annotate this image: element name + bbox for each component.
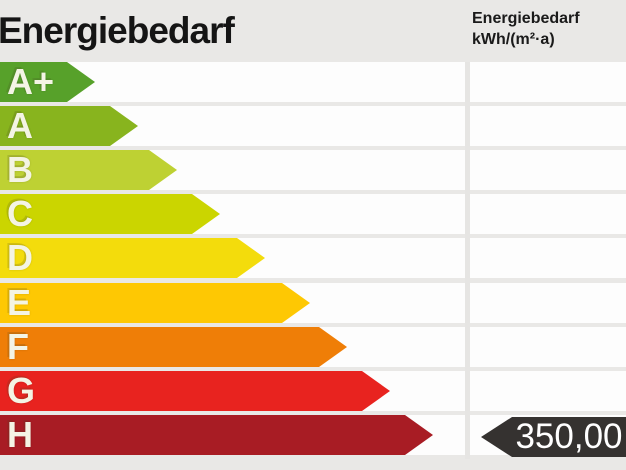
column-separator	[465, 62, 470, 459]
energy-class-arrow-tip	[282, 282, 310, 323]
energy-class-bar: A	[0, 105, 110, 147]
energy-class-bar: E	[0, 281, 282, 323]
energy-class-arrow-tip	[110, 106, 138, 147]
value-column-header-line1: Energiebedarf	[472, 10, 580, 27]
energy-class-label: G	[7, 369, 36, 411]
value-tag-arrow-tip	[481, 417, 512, 457]
value-column-header: Energiebedarf kWh/(m²·a)	[472, 8, 580, 50]
energy-class-label: A	[7, 105, 33, 147]
energy-class-bar: D	[0, 237, 237, 279]
energy-class-arrow-tip	[237, 238, 265, 279]
scale-row-F: F	[0, 325, 626, 367]
energy-class-bar: G	[0, 369, 362, 411]
scale-row-A+: A+	[0, 62, 626, 102]
scale-row-A: A	[0, 105, 626, 147]
energy-class-label: E	[7, 281, 32, 323]
scale-row-C: C	[0, 193, 626, 235]
energy-class-arrow-tip	[319, 326, 347, 367]
energy-class-label: C	[7, 193, 33, 235]
energy-class-bar: H	[0, 413, 405, 455]
energy-class-arrow-tip	[192, 194, 220, 235]
energy-class-bar: B	[0, 149, 149, 191]
energy-class-bar: C	[0, 193, 192, 235]
energy-class-arrow-tip	[67, 62, 95, 102]
scale-row-D: D	[0, 237, 626, 279]
energy-class-arrow-tip	[405, 414, 433, 455]
energy-class-arrow-tip	[149, 150, 177, 191]
energy-class-label: H	[7, 413, 33, 455]
scale-row-B: B	[0, 149, 626, 191]
value-column-header-line2: kWh/(m²·a)	[472, 31, 555, 48]
energy-class-label: F	[7, 325, 29, 367]
energy-class-label: A+	[7, 61, 55, 102]
energy-class-bar: A+	[0, 62, 67, 102]
energy-class-bar: F	[0, 325, 319, 367]
scale-row-G: G	[0, 369, 626, 411]
value-tag: 350,00	[481, 417, 626, 457]
energy-class-label: D	[7, 237, 33, 279]
scale-row-E: E	[0, 281, 626, 323]
value-tag-text: 350,00	[512, 417, 626, 457]
energy-class-label: B	[7, 149, 33, 191]
page-title: Energiebedarf	[0, 10, 235, 51]
energy-class-arrow-tip	[362, 370, 390, 411]
